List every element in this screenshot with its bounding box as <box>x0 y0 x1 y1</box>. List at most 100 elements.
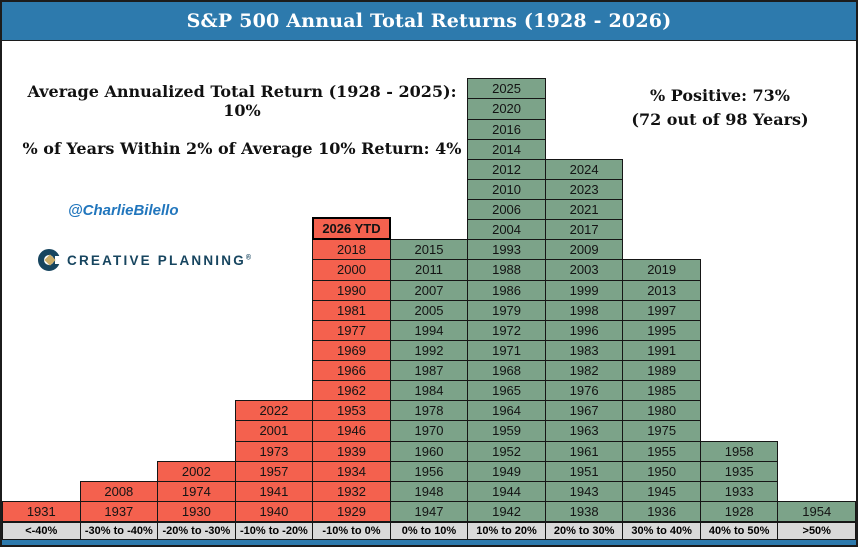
bottom-accent-strip <box>2 540 856 545</box>
annotation-average-return: Average Annualized Total Return (1928 - … <box>14 82 470 158</box>
year-cell: 1934 <box>312 460 391 482</box>
year-cell: 1960 <box>389 440 469 462</box>
year-cell: 1988 <box>467 259 546 281</box>
year-cell: 2000 <box>312 259 391 281</box>
year-cell: 2011 <box>389 259 469 281</box>
year-cell: 1929 <box>312 500 391 522</box>
year-cell: 1949 <box>467 460 546 482</box>
bucket-column: 2024 2023 2021 2017 2009 2003 1999 1998 1996 1983… <box>544 158 624 522</box>
year-cell: 2014 <box>467 138 546 160</box>
year-cell: 2008 <box>79 480 159 502</box>
axis-row: <-40% -30% to -40% -20% to -30% -10% to -20… <box>2 522 856 540</box>
year-cell: 2009 <box>544 239 624 261</box>
pct-positive-line: % Positive: 73% <box>649 86 791 105</box>
year-cell: 2025 <box>467 78 546 100</box>
year-cell: 2003 <box>544 259 624 281</box>
year-cell: 1955 <box>622 440 701 462</box>
year-cell: 1975 <box>622 420 701 442</box>
year-cell: 1931 <box>2 500 81 522</box>
year-cell: 1941 <box>234 480 314 502</box>
year-cell: 1938 <box>544 500 624 522</box>
year-cell: 1933 <box>699 480 779 502</box>
year-cell: 1946 <box>312 420 391 442</box>
year-cell: 1983 <box>544 339 624 361</box>
axis-bucket-label: -30% to -40% <box>79 522 159 540</box>
year-cell: 1963 <box>544 420 624 442</box>
year-cell: 1996 <box>544 319 624 341</box>
year-cell: 2002 <box>157 460 236 482</box>
logo-gap-shape <box>55 256 62 264</box>
year-cell: 1936 <box>622 500 701 522</box>
year-cell: 2015 <box>389 239 469 261</box>
year-cell: 1972 <box>467 319 546 341</box>
year-cell: 1978 <box>389 400 469 422</box>
year-cell: 2010 <box>467 178 546 200</box>
axis-bucket-label: 10% to 20% <box>467 522 546 540</box>
year-cell: 1961 <box>544 440 624 462</box>
creative-planning-logo: CREATIVE PLANNING® <box>38 249 251 271</box>
year-cell: 1976 <box>544 380 624 402</box>
year-cell: 1966 <box>312 360 391 382</box>
year-cell: 1957 <box>234 460 314 482</box>
bucket-column: 2026 YTD 2018 2000 1990 1981 1977 1969 1966 1962… <box>312 217 391 522</box>
axis-bucket-label: 40% to 50% <box>699 522 779 540</box>
year-cell: 2017 <box>544 219 624 241</box>
year-cell: 1969 <box>312 339 391 361</box>
year-cell: 1952 <box>467 440 546 462</box>
annotation-pct-positive: % Positive: 73% (72 out of 98 Years) <box>590 84 850 132</box>
year-cell: 1993 <box>467 239 546 261</box>
logo-wordmark: CREATIVE PLANNING® <box>67 252 252 268</box>
year-cell: 1947 <box>389 500 469 522</box>
annotation-avg-line: Average Annualized Total Return (1928 - … <box>27 82 457 120</box>
year-cell: 2026 YTD <box>312 217 391 241</box>
year-cell: 1942 <box>467 500 546 522</box>
axis-bucket-label: 0% to 10% <box>389 522 469 540</box>
year-cell: 1965 <box>467 380 546 402</box>
year-cell: 1987 <box>389 360 469 382</box>
author-handle: @CharlieBilello <box>68 202 179 219</box>
year-cell: 2020 <box>467 98 546 120</box>
bucket-column: 1958 1935 1933 1928 <box>699 440 779 522</box>
year-cell: 1935 <box>699 460 779 482</box>
year-cell: 1943 <box>544 480 624 502</box>
year-cell: 2006 <box>467 199 546 221</box>
axis-bucket-label: 30% to 40% <box>622 522 701 540</box>
bucket-column: 1931 <box>2 500 81 522</box>
year-cell: 1980 <box>622 400 701 422</box>
year-cell: 1945 <box>622 480 701 502</box>
bucket-column: 2025 2020 2016 2014 2012 2010 2006 2004 1993 1988… <box>467 78 546 522</box>
year-cell: 1958 <box>699 440 779 462</box>
histogram-columns: 1931 2008 1937 2002 1974 1930 2022 2001 1973 1957… <box>2 57 856 522</box>
year-cell: 2021 <box>544 199 624 221</box>
year-cell: 1964 <box>467 400 546 422</box>
year-cell: 1990 <box>312 279 391 301</box>
year-cell: 2005 <box>389 299 469 321</box>
year-cell: 1959 <box>467 420 546 442</box>
year-cell: 2013 <box>622 279 701 301</box>
chart-title: S&P 500 Annual Total Returns (1928 - 202… <box>186 10 672 32</box>
registered-mark: ® <box>245 254 252 261</box>
year-cell: 1994 <box>389 319 469 341</box>
year-cell: 1985 <box>622 380 701 402</box>
title-bar: S&P 500 Annual Total Returns (1928 - 202… <box>2 2 856 41</box>
year-cell: 1977 <box>312 319 391 341</box>
year-cell: 2016 <box>467 118 546 140</box>
year-cell: 1971 <box>467 339 546 361</box>
year-cell: 2004 <box>467 219 546 241</box>
year-cell: 1932 <box>312 480 391 502</box>
year-cell: 1974 <box>157 480 236 502</box>
bucket-column: 2015 2011 2007 2005 1994 1992 1987 1984 1978 1970… <box>389 239 469 522</box>
year-cell: 1937 <box>79 500 159 522</box>
year-cell: 1998 <box>544 299 624 321</box>
year-cell: 1962 <box>312 380 391 402</box>
bucket-column: 1954 <box>777 500 856 522</box>
year-cell: 1939 <box>312 440 391 462</box>
pct-positive-detail-line: (72 out of 98 Years) <box>631 110 809 129</box>
year-cell: 1995 <box>622 319 701 341</box>
year-cell: 1953 <box>312 400 391 422</box>
bucket-column: 2002 1974 1930 <box>157 460 236 522</box>
year-cell: 1989 <box>622 360 701 382</box>
year-cell: 1940 <box>234 500 314 522</box>
year-cell: 1970 <box>389 420 469 442</box>
year-cell: 1982 <box>544 360 624 382</box>
